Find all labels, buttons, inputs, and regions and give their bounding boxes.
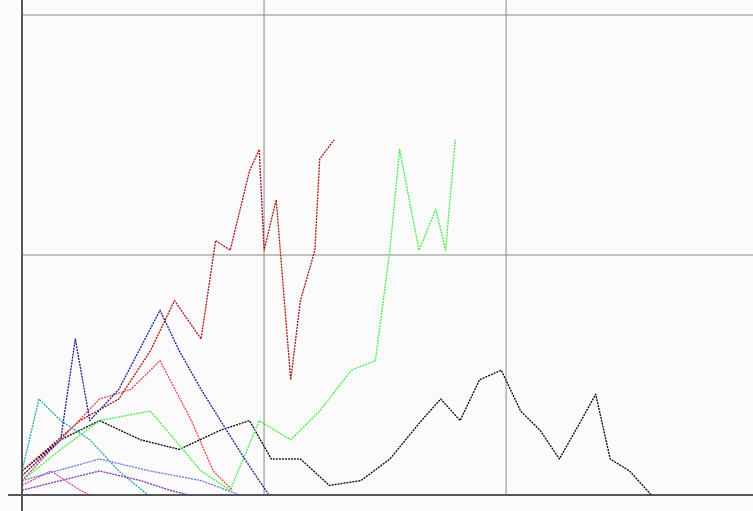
series-line: [21, 309, 270, 496]
series-line: [21, 139, 335, 472]
series-line: [21, 470, 190, 496]
series-line: [21, 398, 149, 496]
series-line: [21, 470, 91, 496]
series-line: [21, 139, 456, 491]
series-line: [21, 369, 652, 496]
series-line: [21, 458, 241, 496]
series-line: [21, 359, 234, 491]
